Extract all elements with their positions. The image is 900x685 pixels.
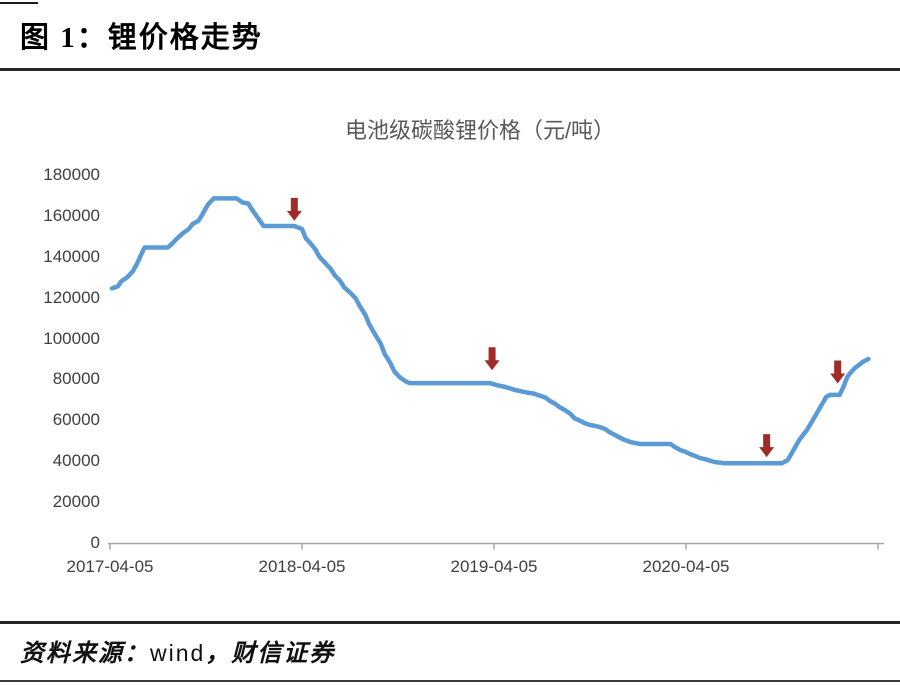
y-axis-tick-label: 40000 xyxy=(52,451,100,471)
y-axis-tick-label: 100000 xyxy=(43,328,100,348)
figure-title: 图 1：锂价格走势 xyxy=(20,22,263,54)
down-arrow-icon xyxy=(759,434,775,458)
x-axis-tick-label: 2018-04-05 xyxy=(258,557,346,576)
source-prefix: 资料来源： xyxy=(20,641,150,667)
y-axis-tick-label: 180000 xyxy=(43,164,100,184)
y-axis-tick-label: 80000 xyxy=(52,369,100,389)
x-axis-ticks xyxy=(109,543,879,550)
top-border-stub xyxy=(0,2,38,4)
x-axis-tick-label: 2020-04-05 xyxy=(642,557,730,576)
annotation-arrows xyxy=(286,197,846,458)
down-arrow-icon xyxy=(286,197,302,221)
price-line-series xyxy=(109,196,871,466)
source-suffix: ，财信证券 xyxy=(205,641,336,667)
y-axis-tick-label: 0 xyxy=(90,533,100,552)
source-name: wind xyxy=(150,640,206,666)
title-divider-rule xyxy=(0,68,900,71)
y-axis-tick-label: 140000 xyxy=(43,246,100,266)
y-axis-tick-label: 120000 xyxy=(43,287,100,307)
y-axis-tick-label: 20000 xyxy=(52,492,100,512)
x-axis-tick-label: 2019-04-05 xyxy=(450,557,538,576)
y-axis-tick-label: 60000 xyxy=(52,410,100,430)
y-axis-tick-label: 160000 xyxy=(43,205,100,225)
x-axis-tick-label: 2017-04-05 xyxy=(66,557,154,576)
panel-bottom-rule xyxy=(0,680,900,682)
down-arrow-icon xyxy=(830,360,846,384)
down-arrow-icon xyxy=(484,347,500,371)
chart-title: 电池级碳酸锂价格（元/吨） xyxy=(344,118,616,143)
source-note: 资料来源：wind，财信证券 xyxy=(20,633,335,668)
chart-bottom-rule xyxy=(0,621,900,624)
